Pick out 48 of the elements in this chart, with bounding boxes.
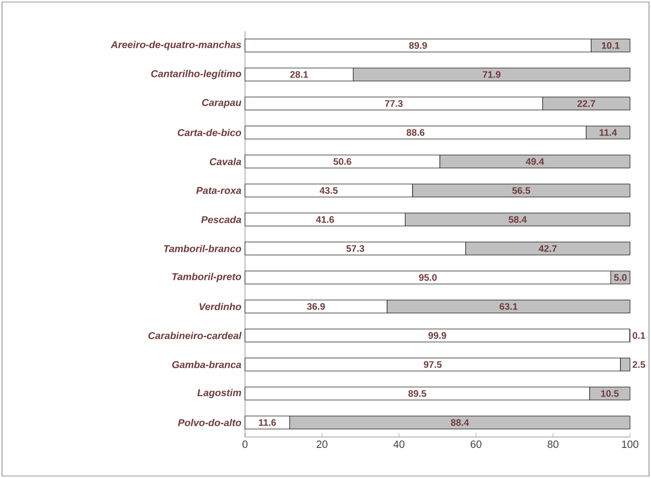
data-label: 11.4 <box>600 129 617 136</box>
y-tick-label: Cantarilho-legítimo <box>151 70 242 80</box>
y-tick-label: Carapau <box>202 98 242 108</box>
data-label: 10.5 <box>601 390 619 397</box>
data-label: 58.4 <box>508 216 527 223</box>
data-label: 77.3 <box>385 100 403 107</box>
y-tick-label: Pata-roxa <box>196 187 242 194</box>
x-tick-label: 40 <box>393 440 404 448</box>
data-label: 10.1 <box>602 42 620 49</box>
x-tick-label: 20 <box>316 440 328 448</box>
data-label: 57.3 <box>346 245 364 252</box>
data-label: 2.5 <box>632 361 646 368</box>
y-tick-label: Tamboril-branco <box>164 244 242 252</box>
y-tick-label: Lagostim <box>197 388 242 398</box>
data-label: 42.7 <box>538 245 557 252</box>
data-label: 28.1 <box>290 71 308 78</box>
data-label: 36.9 <box>307 303 325 310</box>
data-label: 43.5 <box>320 187 338 194</box>
data-label: 88.6 <box>406 129 424 136</box>
data-label: 50.6 <box>333 158 352 165</box>
data-label: 22.7 <box>577 100 596 107</box>
data-label: 89.9 <box>409 42 427 49</box>
x-tick-label: 60 <box>470 440 482 448</box>
data-label: 11.6 <box>258 419 276 426</box>
data-label: 97.5 <box>424 361 442 368</box>
data-label: 89.5 <box>408 390 426 397</box>
data-label: 41.6 <box>316 216 334 223</box>
y-tick-label: Carta-de-bico <box>178 128 242 136</box>
x-tick-label: 100 <box>622 440 638 448</box>
data-label: 63.1 <box>500 303 518 310</box>
y-tick-label: Gamba-branca <box>172 360 242 368</box>
x-tick-label: 80 <box>548 440 558 448</box>
data-label: 71.9 <box>482 71 500 78</box>
data-label: 56.5 <box>512 187 530 194</box>
x-tick-label: 0 <box>242 440 248 448</box>
y-tick-label: Areeiro-de-quatro-manchas <box>110 40 242 50</box>
data-label: 95.0 <box>418 274 437 281</box>
y-tick-label: Tamboril-preto <box>172 272 242 282</box>
data-label: 99.9 <box>428 332 446 339</box>
y-tick-label: Cavala <box>210 158 242 166</box>
data-label: 49.4 <box>526 158 544 165</box>
data-label: 88.4 <box>450 419 469 426</box>
y-tick-label: Pescada <box>201 216 242 224</box>
data-label: 5.0 <box>614 274 627 281</box>
y-tick-label: Verdinho <box>200 302 242 310</box>
y-tick-label: Carabineiro-cardeal <box>148 332 242 340</box>
y-tick-label: Polvo-do-alto <box>178 418 242 426</box>
data-label: 0.1 <box>632 332 646 339</box>
